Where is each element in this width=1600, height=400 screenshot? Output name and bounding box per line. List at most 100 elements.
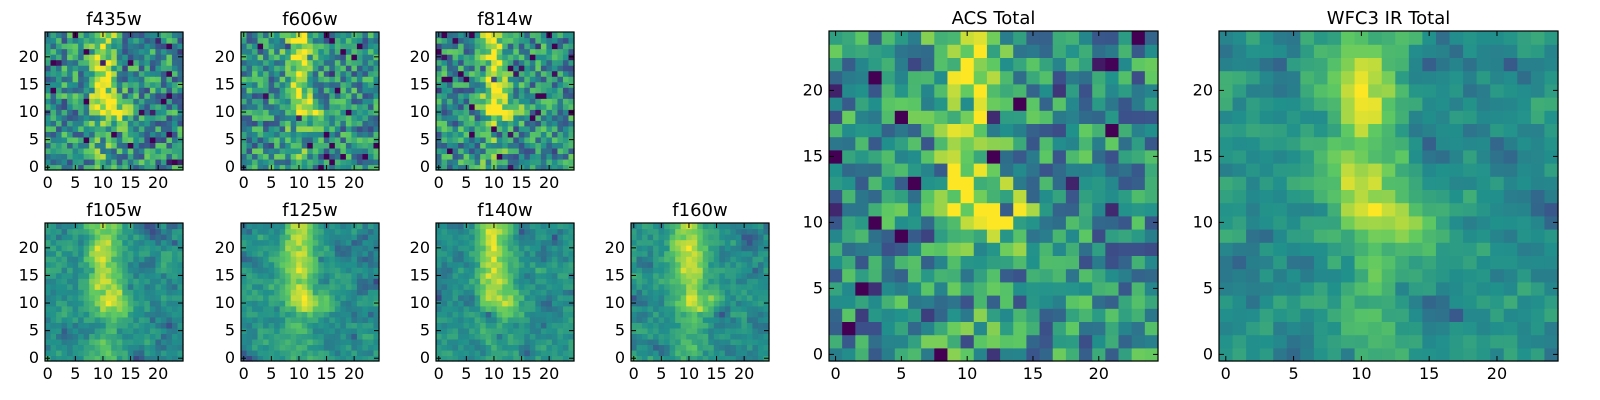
heatmap-cell [491,54,498,61]
heatmap-cell [373,114,380,121]
heatmap-cell [855,295,870,309]
heatmap-cell [752,333,759,340]
heatmap-cell [301,120,308,127]
heatmap-cell [127,311,134,318]
heatmap-cell [252,70,259,77]
heatmap-cell [171,43,179,50]
heatmap-cell [842,242,856,256]
heatmap-cell [252,294,259,301]
heatmap-cell [246,272,253,279]
heatmap-cell [89,349,96,357]
heatmap-cell [664,234,671,241]
heatmap-cell [138,289,145,296]
heatmap-cell [524,338,531,346]
heatmap-cell [257,322,264,329]
heatmap-cell [373,305,380,312]
heatmap-cell [166,239,173,246]
heatmap-cell [702,327,709,334]
heatmap-cell [105,272,112,279]
heatmap-cell [78,76,85,83]
heatmap-cell [469,311,476,318]
heatmap-cell [307,223,314,230]
heatmap-cell [56,234,63,241]
heatmap-cell [138,250,145,257]
heatmap-cell [274,338,281,346]
heatmap-cell [1118,215,1133,230]
heatmap-cell [507,256,514,263]
heatmap-cell [713,294,720,301]
heatmap-cell [636,250,643,257]
heatmap-cell [702,245,709,252]
heatmap-cell [960,242,975,256]
heatmap-cell [894,334,909,349]
heatmap-cell [868,347,883,362]
heatmap-cell [100,294,107,301]
heatmap-cell [94,283,101,290]
heatmap-cell [691,294,698,301]
heatmap-cell [78,70,85,77]
heatmap-cell [127,245,134,252]
heatmap-cell [719,267,726,274]
heatmap-cell [562,158,570,166]
heatmap-cell [540,59,547,66]
heatmap-cell [653,272,660,279]
heatmap-cell [116,81,123,88]
heatmap-cell [480,333,487,340]
heatmap-cell [881,308,896,322]
heatmap-cell [111,136,118,143]
heatmap-cell [83,311,90,318]
heatmap-cell [323,272,330,279]
heatmap-cell [631,267,638,274]
heatmap-cell [474,294,481,301]
heatmap-cell [56,338,63,346]
heatmap-cell [447,37,454,44]
heatmap-cell [441,103,448,110]
heatmap-cell [502,256,509,263]
heatmap-cell [921,189,935,204]
heatmap-cell [318,267,325,274]
heatmap-cells [436,32,575,171]
heatmap-cell [752,261,759,268]
heatmap-cell [452,37,459,44]
heatmap-cell [557,289,564,296]
heatmap-cell [362,234,369,241]
heatmap-cell [557,81,564,88]
heatmap-cell [268,103,275,110]
heatmap-cell [562,37,570,44]
heatmap-cell [155,43,162,50]
heatmap-cell [116,349,123,357]
heatmap-cell [138,158,145,166]
heatmap-cell [535,344,542,351]
heatmap-cell [529,76,536,83]
heatmap-cell [642,289,649,296]
heatmap-cell [105,316,112,323]
heatmap-cell [551,164,559,171]
heatmap-cell [724,333,731,340]
heatmap-cell [296,54,303,61]
heatmap-cell [529,103,536,110]
heatmap-cell [329,311,336,318]
x-tick-label: 20 [344,364,364,383]
heatmap-cell [513,256,520,263]
heatmap-cell [171,327,179,334]
heatmap-cell [491,338,498,346]
heatmap-cell [296,147,303,155]
heatmap-cell [166,349,173,357]
heatmap-cell [463,316,470,323]
heatmap-cell [105,65,112,72]
heatmap-cell [551,333,559,340]
heatmap-cell [301,142,308,149]
heatmap-cell [502,338,509,346]
heatmap-cell [263,136,270,143]
heatmap-cell [246,349,253,357]
heatmap-cell [241,278,248,285]
heatmap-cell [268,239,275,246]
heatmap-cell [177,250,184,257]
heatmap-cell [458,59,465,66]
heatmap-cell [45,114,52,121]
heatmap-cell [373,256,380,263]
heatmap-cell [535,338,542,346]
heatmap-cell [67,37,74,44]
heatmap-cell [741,228,748,235]
heatmap-cell [329,223,336,230]
